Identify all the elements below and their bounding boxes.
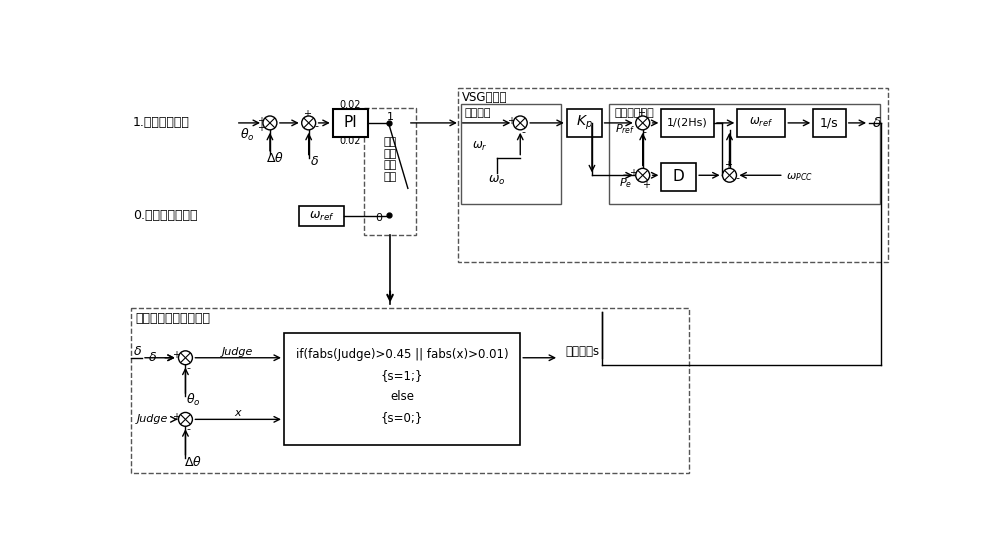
Bar <box>333 109 368 137</box>
Bar <box>813 109 846 137</box>
Circle shape <box>178 413 192 426</box>
Bar <box>567 109 602 137</box>
Text: +: + <box>172 350 180 361</box>
Circle shape <box>302 116 316 130</box>
Bar <box>737 109 785 137</box>
Text: $\Delta\theta$: $\Delta\theta$ <box>184 454 202 469</box>
Text: -: - <box>642 127 646 137</box>
Circle shape <box>636 168 650 182</box>
Text: 转子运动方程: 转子运动方程 <box>615 108 655 118</box>
Text: 0: 0 <box>376 213 383 223</box>
Text: $\delta$: $\delta$ <box>872 116 882 130</box>
Text: $P_{ref}$: $P_{ref}$ <box>615 122 636 136</box>
Text: $\delta$: $\delta$ <box>310 155 319 168</box>
Text: 1: 1 <box>387 112 394 122</box>
Bar <box>299 206 344 226</box>
Text: 开关: 开关 <box>383 172 397 182</box>
Text: +: + <box>724 160 732 171</box>
Text: 0.02: 0.02 <box>339 100 361 110</box>
Text: $\omega_{ref}$: $\omega_{ref}$ <box>309 210 335 223</box>
Circle shape <box>513 116 527 130</box>
Text: $\theta_o$: $\theta_o$ <box>186 392 201 408</box>
Text: {s=1;}: {s=1;} <box>381 369 423 382</box>
Text: -: - <box>187 425 191 434</box>
Text: Judge: Judge <box>222 346 253 357</box>
Circle shape <box>636 116 650 130</box>
Text: +: + <box>507 116 515 125</box>
Bar <box>284 333 520 445</box>
Text: $K_p$: $K_p$ <box>576 114 593 132</box>
Text: +: + <box>629 168 637 178</box>
Text: x: x <box>234 408 241 418</box>
Text: $\omega_o$: $\omega_o$ <box>488 174 506 187</box>
Text: 一次调频: 一次调频 <box>464 108 491 118</box>
Circle shape <box>723 168 736 182</box>
Text: 开关信号s: 开关信号s <box>565 345 599 358</box>
Text: 转换: 转换 <box>383 160 397 171</box>
Bar <box>661 109 714 137</box>
Text: VSG调速器: VSG调速器 <box>462 91 508 104</box>
Bar <box>609 104 880 204</box>
Text: if(fabs(Judge)>0.45 || fabs(x)>0.01): if(fabs(Judge)>0.45 || fabs(x)>0.01) <box>296 348 508 361</box>
Bar <box>458 89 888 262</box>
Text: PI: PI <box>343 116 357 130</box>
Text: 0.完成相角差调整: 0.完成相角差调整 <box>133 209 197 222</box>
Text: $\omega_{ref}$: $\omega_{ref}$ <box>749 116 773 129</box>
Text: +: + <box>642 180 650 190</box>
Text: +: + <box>172 412 180 422</box>
Text: +: + <box>303 109 311 119</box>
Text: D: D <box>673 169 685 184</box>
Bar <box>131 308 689 473</box>
Text: -: - <box>187 363 191 373</box>
Text: $\delta$: $\delta$ <box>148 351 157 364</box>
Bar <box>364 108 416 235</box>
Circle shape <box>263 116 277 130</box>
Text: 1.相角差调整中: 1.相角差调整中 <box>133 116 190 129</box>
Text: 1/(2Hs): 1/(2Hs) <box>667 118 708 128</box>
Text: $\omega_r$: $\omega_r$ <box>472 140 488 153</box>
Text: $\omega_{PCC}$: $\omega_{PCC}$ <box>786 171 813 182</box>
Text: +: + <box>257 123 265 132</box>
Bar <box>661 163 696 191</box>
Circle shape <box>178 351 192 365</box>
Text: else: else <box>390 390 414 403</box>
Text: -: - <box>735 173 739 184</box>
Text: +: + <box>637 108 645 118</box>
Bar <box>461 104 561 204</box>
Text: +: + <box>257 116 265 125</box>
Text: $\delta$: $\delta$ <box>133 345 142 358</box>
Text: $\Delta\theta$: $\Delta\theta$ <box>266 150 284 165</box>
Text: 方式: 方式 <box>383 149 397 159</box>
Text: -: - <box>521 127 525 137</box>
Text: 转换开关逻辑控制模块: 转换开关逻辑控制模块 <box>135 312 210 325</box>
Text: 运行: 运行 <box>383 137 397 147</box>
Text: 1/s: 1/s <box>820 116 839 129</box>
Text: Judge: Judge <box>136 414 168 425</box>
Text: $P_e$: $P_e$ <box>619 176 632 190</box>
Text: -: - <box>314 121 318 131</box>
Text: {s=0;}: {s=0;} <box>381 411 423 424</box>
Text: 0.02: 0.02 <box>339 136 361 146</box>
Text: $\theta_o$: $\theta_o$ <box>240 127 255 142</box>
